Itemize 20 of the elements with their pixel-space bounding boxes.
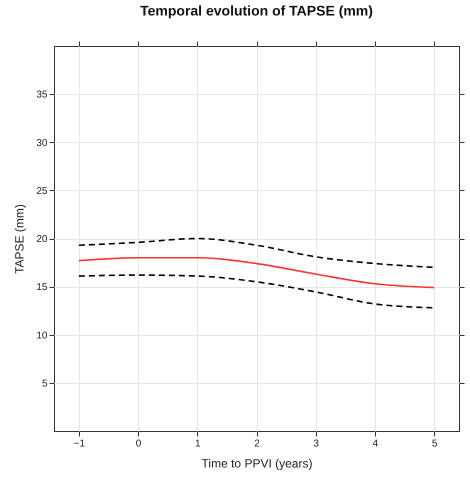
line-series <box>78 274 435 309</box>
x-tick-label: −1 <box>74 438 86 450</box>
x-tick-label: 0 <box>136 438 142 450</box>
y-tick-label: 10 <box>36 330 48 342</box>
y-tick-label: 30 <box>36 138 48 149</box>
y-tick-label: 20 <box>36 234 48 245</box>
y-tick-label: 25 <box>36 186 48 197</box>
y-axis-title: TAPSE (mm) <box>12 204 26 274</box>
x-tick-label: 4 <box>372 438 379 450</box>
line-series <box>78 256 435 288</box>
x-tick-label: 1 <box>195 438 202 450</box>
chart-title: Temporal evolution of TAPSE (mm) <box>140 2 373 18</box>
y-tick-label: 35 <box>36 90 48 101</box>
y-tick-label: 15 <box>36 282 48 294</box>
y-tick-label: 5 <box>42 378 48 390</box>
x-tick-label: 2 <box>254 438 260 450</box>
x-tick-label: 3 <box>313 438 320 450</box>
line-series <box>78 238 435 268</box>
x-tick-label: 5 <box>432 438 438 450</box>
x-axis-title: Time to PPVI (years) <box>202 456 312 470</box>
